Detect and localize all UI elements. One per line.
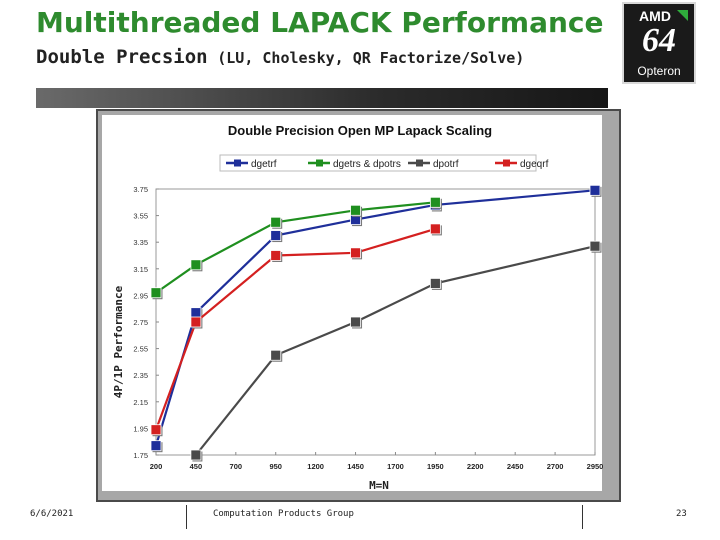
x-tick-label: 1200: [307, 462, 324, 471]
x-tick-label: 450: [190, 462, 203, 471]
slide-footer: 6/6/2021 Computation Products Group 23: [0, 505, 720, 535]
x-axis-label: M=N: [369, 479, 389, 492]
logo-amd-text: AMD: [639, 8, 671, 24]
y-tick-label: 3.55: [133, 212, 148, 221]
x-tick-label: 200: [150, 462, 163, 471]
data-point: [270, 230, 282, 241]
x-tick-label: 700: [230, 462, 243, 471]
title-rule: [36, 88, 608, 108]
legend-marker: [234, 159, 241, 167]
y-axis-label: 4P/1P Performance: [112, 285, 125, 398]
subtitle-detail: (LU, Cholesky, QR Factorize/Solve): [217, 49, 525, 67]
legend-marker: [416, 159, 423, 167]
legend-marker: [503, 159, 510, 167]
data-point: [429, 196, 441, 208]
data-point: [429, 223, 441, 235]
data-point: [270, 216, 282, 228]
data-point: [589, 240, 601, 252]
data-point: [350, 316, 361, 328]
chart-title: Double Precision Open MP Lapack Scaling: [228, 123, 492, 138]
y-tick-label: 2.15: [133, 398, 148, 407]
data-point: [150, 424, 162, 436]
x-tick-label: 2200: [467, 462, 484, 471]
x-tick-label: 1700: [387, 462, 404, 471]
legend-label: dgetrs & dpotrs: [333, 159, 401, 170]
data-point: [190, 316, 202, 328]
y-tick-label: 2.75: [133, 318, 148, 327]
y-tick-label: 1.95: [133, 424, 148, 433]
y-tick-label: 3.75: [133, 185, 148, 194]
data-point: [190, 259, 202, 271]
legend-marker: [316, 159, 323, 167]
footer-divider: [582, 505, 583, 529]
x-tick-label: 1950: [427, 462, 444, 471]
data-point: [150, 287, 162, 299]
data-point: [589, 184, 601, 196]
footer-divider: [186, 505, 187, 529]
x-tick-label: 950: [269, 462, 282, 471]
subtitle-main: Double Precsion: [36, 46, 208, 68]
legend-label: dgeqrf: [520, 159, 549, 170]
logo-64-mark: 64: [642, 22, 676, 59]
slide-subtitle: Double Precsion (LU, Cholesky, QR Factor…: [36, 46, 524, 68]
y-tick-label: 2.55: [133, 345, 148, 354]
data-point: [270, 349, 282, 361]
logo-brand-text: Opteron: [637, 64, 681, 78]
page-number: 23: [676, 509, 687, 519]
x-tick-label: 2950: [587, 462, 604, 471]
legend-label: dgetrf: [251, 159, 277, 170]
data-point: [270, 250, 282, 261]
series-line: [154, 189, 596, 447]
x-tick-label: 1450: [347, 462, 364, 471]
data-point: [350, 247, 361, 259]
data-point: [350, 204, 361, 216]
chart: Double Precision Open MP Lapack Scaling d…: [102, 115, 604, 492]
x-tick-label: 2700: [547, 462, 564, 471]
logo-arrow-icon: [677, 10, 688, 21]
y-tick-label: 2.95: [133, 291, 148, 300]
data-point: [150, 440, 162, 452]
plot-area: [155, 188, 596, 456]
legend-label: dpotrf: [433, 159, 459, 170]
y-tick-label: 3.35: [133, 238, 148, 247]
amd-opteron-logo: AMD 64 Opteron: [622, 2, 696, 84]
x-tick-label: 2450: [507, 462, 524, 471]
slide-title: Multithreaded LAPACK Performance: [36, 6, 604, 39]
chart-panel: Double Precision Open MP Lapack Scaling d…: [96, 109, 621, 502]
data-point: [190, 449, 202, 461]
footer-date: 6/6/2021: [30, 509, 74, 519]
y-tick-label: 1.75: [133, 451, 148, 460]
legend-box: [219, 154, 537, 172]
data-point: [190, 307, 202, 319]
y-tick-label: 2.35: [133, 371, 148, 380]
y-tick-label: 3.15: [133, 265, 148, 274]
footer-org: Computation Products Group: [213, 509, 354, 519]
data-point: [429, 278, 441, 289]
